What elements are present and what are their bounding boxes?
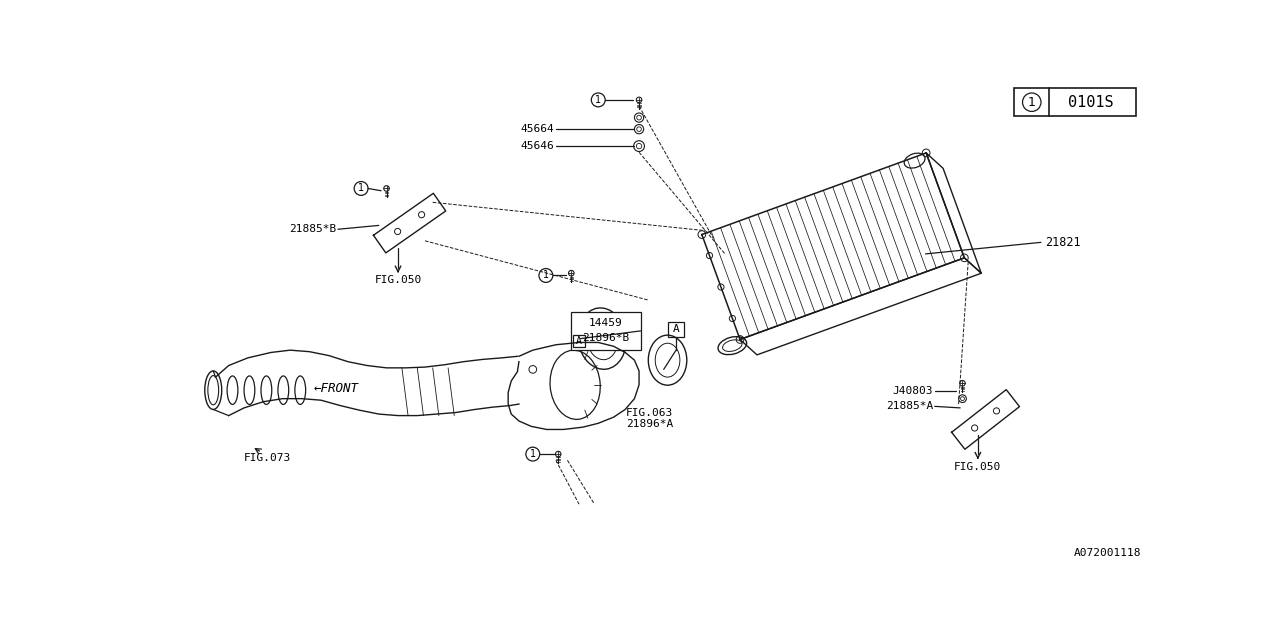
Text: 45664: 45664 — [521, 124, 554, 134]
Text: A: A — [576, 336, 582, 346]
Text: A072001118: A072001118 — [1074, 548, 1140, 558]
Text: 21885*A: 21885*A — [886, 401, 933, 412]
Text: 21885*B: 21885*B — [289, 224, 337, 234]
Text: FIG.073: FIG.073 — [243, 452, 291, 463]
Bar — [571, 312, 640, 350]
Text: ←FRONT: ←FRONT — [314, 382, 358, 395]
Text: 21896*A: 21896*A — [626, 419, 673, 429]
Text: 1: 1 — [358, 184, 364, 193]
Text: A: A — [673, 324, 680, 334]
Text: FIG.050: FIG.050 — [375, 275, 421, 285]
Bar — [573, 335, 585, 347]
Text: 0101S: 0101S — [1069, 95, 1114, 109]
Text: 21821: 21821 — [1044, 236, 1080, 249]
Text: FIG.063: FIG.063 — [626, 408, 673, 418]
Text: 1: 1 — [530, 449, 536, 459]
Text: 1: 1 — [1028, 96, 1036, 109]
Text: 21896*B: 21896*B — [582, 333, 630, 343]
Text: 14459: 14459 — [589, 318, 623, 328]
Bar — [1014, 88, 1135, 116]
Text: 1: 1 — [595, 95, 602, 105]
Text: 1: 1 — [543, 271, 549, 280]
Text: FIG.050: FIG.050 — [954, 462, 1001, 472]
Bar — [668, 322, 684, 337]
Text: J40803: J40803 — [892, 386, 933, 396]
Text: 45646: 45646 — [521, 141, 554, 151]
